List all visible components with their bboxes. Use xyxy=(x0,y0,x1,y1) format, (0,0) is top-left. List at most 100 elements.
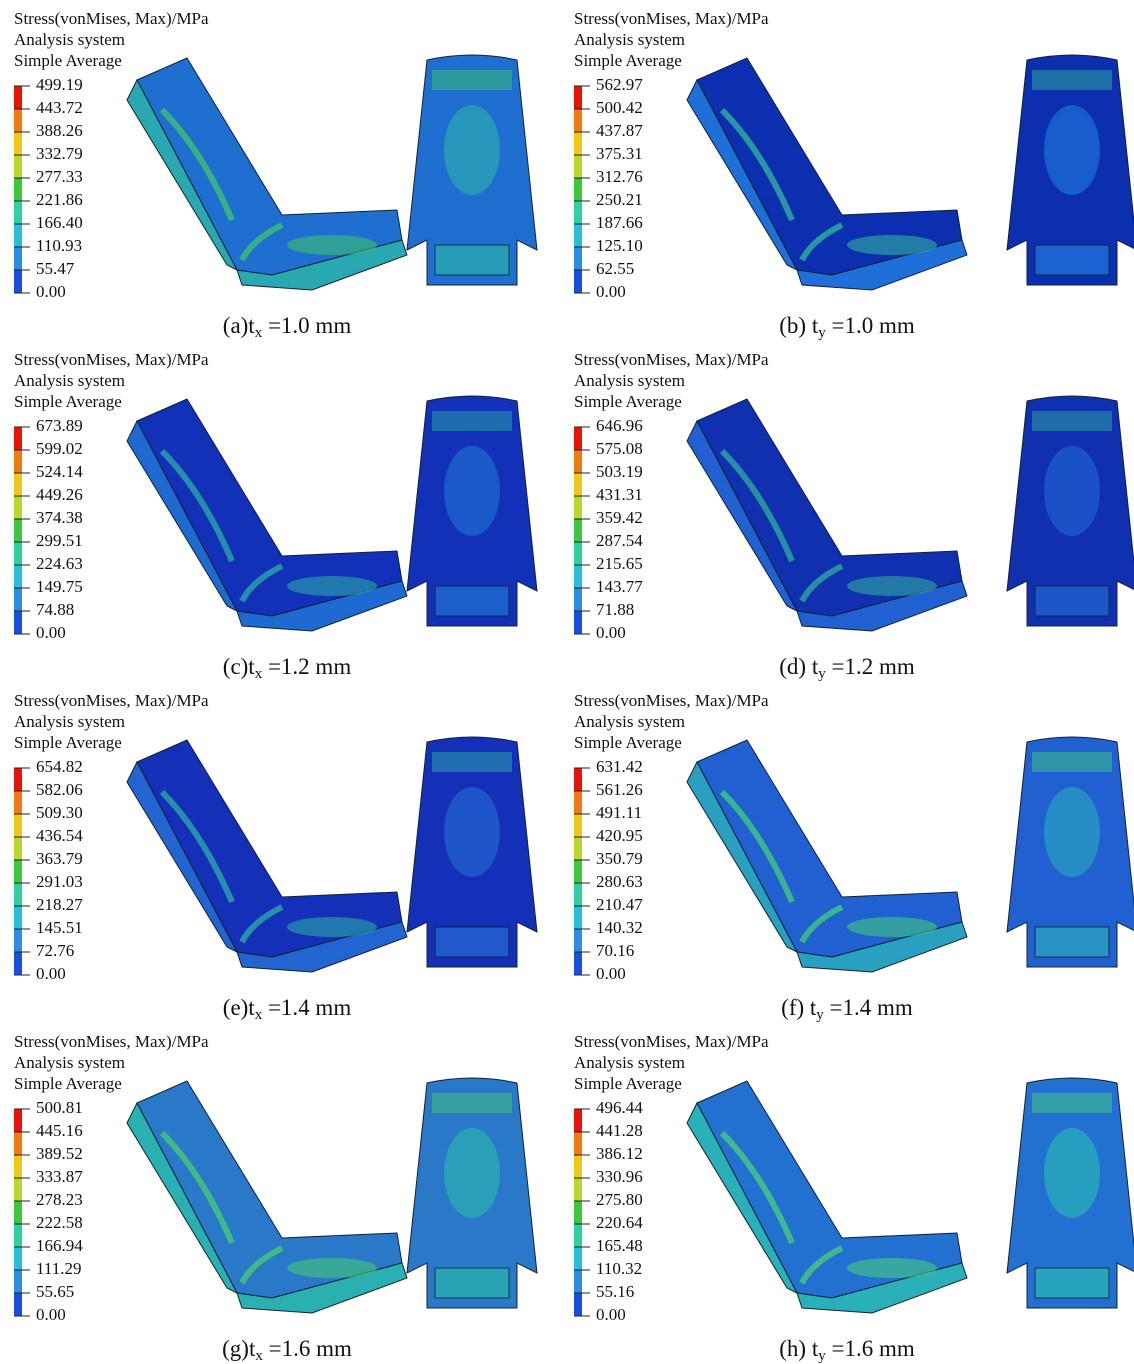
legend-value: 443.72 xyxy=(36,98,83,117)
legend-value: 110.32 xyxy=(596,1259,642,1278)
legend-header: Stress(vonMises, Max)/MPa xyxy=(574,1032,769,1051)
legend-value: 62.55 xyxy=(596,259,634,278)
legend-value: 149.75 xyxy=(36,577,83,596)
legend-value: 218.27 xyxy=(36,895,83,914)
colorbar-segment xyxy=(574,860,582,883)
legend-value: 166.94 xyxy=(36,1236,83,1255)
panel: Stress(vonMises, Max)/MPaAnalysis system… xyxy=(574,350,1134,683)
colorbar-segment xyxy=(14,860,22,883)
colorbar-segment xyxy=(14,109,22,132)
legend-value: 436.54 xyxy=(36,826,83,845)
legend-header: Stress(vonMises, Max)/MPa xyxy=(574,691,769,710)
legend-value: 524.14 xyxy=(36,462,83,481)
colorbar-segment xyxy=(574,224,582,247)
legend-value: 359.42 xyxy=(596,508,643,527)
colorbar-segment xyxy=(574,427,582,450)
legend-value: 388.26 xyxy=(36,121,83,140)
model-side xyxy=(1007,737,1134,967)
colorbar-segment xyxy=(574,906,582,929)
model-side xyxy=(1007,1078,1134,1308)
legend-value: 0.00 xyxy=(36,964,66,983)
colorbar-segment xyxy=(574,155,582,178)
colorbar-segment xyxy=(574,1270,582,1293)
model-patch xyxy=(1032,411,1112,431)
model-bent xyxy=(127,740,407,972)
model-patch xyxy=(432,752,512,772)
legend-value: 277.33 xyxy=(36,167,83,186)
colorbar-segment xyxy=(574,791,582,814)
colorbar-segment xyxy=(574,565,582,588)
model-patch xyxy=(1032,1093,1112,1113)
legend-value: 350.79 xyxy=(596,849,643,868)
legend-value: 386.12 xyxy=(596,1144,643,1163)
model-bent xyxy=(687,740,967,972)
legend-value: 0.00 xyxy=(596,282,626,301)
colorbar-segment xyxy=(14,883,22,906)
caption: (d) ty =1.2 mm xyxy=(779,654,915,682)
legend-value: 187.66 xyxy=(596,213,643,232)
colorbar-segment xyxy=(14,1224,22,1247)
colorbar-segment xyxy=(14,814,22,837)
legend-value: 449.26 xyxy=(36,485,83,504)
legend-value: 509.30 xyxy=(36,803,83,822)
legend-value: 111.29 xyxy=(36,1259,82,1278)
legend-value: 491.11 xyxy=(596,803,642,822)
legend-value: 646.96 xyxy=(596,416,643,435)
colorbar-segment xyxy=(574,588,582,611)
colorbar-segment xyxy=(574,201,582,224)
legend-value: 0.00 xyxy=(596,623,626,642)
legend-value: 222.58 xyxy=(36,1213,83,1232)
caption: (e)tx =1.4 mm xyxy=(223,995,352,1023)
model-patch xyxy=(1044,105,1100,195)
caption: (b) ty =1.0 mm xyxy=(779,313,915,341)
legend-header: Simple Average xyxy=(574,392,682,411)
caption-text: =1.0 mm xyxy=(262,313,351,338)
colorbar-segment xyxy=(14,1293,22,1316)
legend-header: Analysis system xyxy=(14,30,125,49)
colorbar-segment xyxy=(14,1109,22,1132)
colorbar-segment xyxy=(14,1270,22,1293)
colorbar-segment xyxy=(574,247,582,270)
legend-header: Analysis system xyxy=(14,712,125,731)
caption-text: =1.6 mm xyxy=(826,1336,915,1361)
colorbar-segment xyxy=(574,952,582,975)
model-base xyxy=(435,245,509,275)
model-patch xyxy=(444,446,500,536)
legend-value: 562.97 xyxy=(596,75,643,94)
legend-value: 221.86 xyxy=(36,190,83,209)
legend-header: Stress(vonMises, Max)/MPa xyxy=(574,350,769,369)
legend-value: 140.32 xyxy=(596,918,643,937)
colorbar-segment xyxy=(14,1201,22,1224)
caption: (h) ty =1.6 mm xyxy=(779,1336,915,1364)
caption-text: (h) t xyxy=(779,1336,819,1361)
colorbar-segment xyxy=(14,270,22,293)
colorbar-segment xyxy=(14,132,22,155)
legend-value: 210.47 xyxy=(596,895,643,914)
legend-value: 143.77 xyxy=(596,577,643,596)
colorbar-segment xyxy=(574,1293,582,1316)
model-side xyxy=(407,1078,537,1308)
colorbar-segment xyxy=(574,1224,582,1247)
caption: (c)tx =1.2 mm xyxy=(223,654,352,682)
caption-text: =1.2 mm xyxy=(262,654,351,679)
legend-value: 291.03 xyxy=(36,872,83,891)
model-patch xyxy=(444,1128,500,1218)
legend-header: Simple Average xyxy=(574,51,682,70)
legend-value: 332.79 xyxy=(36,144,83,163)
legend-value: 333.87 xyxy=(36,1167,83,1186)
colorbar-segment xyxy=(14,952,22,975)
legend-value: 445.16 xyxy=(36,1121,83,1140)
legend-value: 280.63 xyxy=(596,872,643,891)
colorbar-segment xyxy=(14,906,22,929)
legend-value: 500.42 xyxy=(596,98,643,117)
colorbar-segment xyxy=(574,86,582,109)
legend-value: 125.10 xyxy=(596,236,643,255)
model-patch xyxy=(287,576,377,596)
colorbar-segment xyxy=(574,450,582,473)
caption-text: (f) t xyxy=(781,995,817,1020)
legend-header: Simple Average xyxy=(14,51,122,70)
panel: Stress(vonMises, Max)/MPaAnalysis system… xyxy=(574,9,1134,342)
colorbar-segment xyxy=(574,473,582,496)
caption-text: =1.6 mm xyxy=(263,1336,352,1361)
colorbar-segment xyxy=(574,496,582,519)
